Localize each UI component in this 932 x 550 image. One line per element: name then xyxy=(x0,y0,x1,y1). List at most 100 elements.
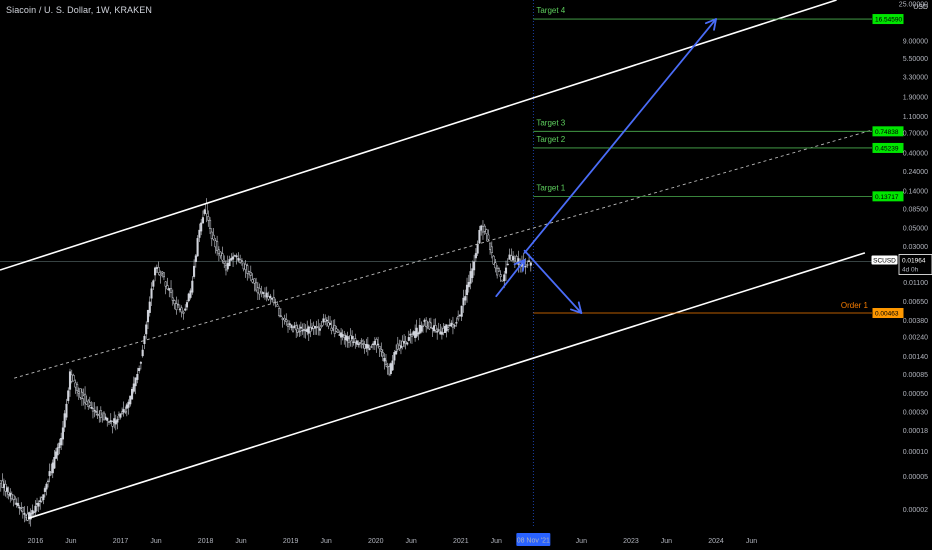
candle-body xyxy=(134,377,137,387)
y-tick-label: 0.00085 xyxy=(903,372,928,379)
candle-body xyxy=(200,222,203,232)
candle xyxy=(244,260,247,278)
candle xyxy=(492,255,495,265)
candle xyxy=(60,432,63,451)
candle xyxy=(406,341,409,346)
candle-body xyxy=(267,296,270,300)
candle-body xyxy=(351,336,354,340)
candle-body xyxy=(63,413,66,428)
candle-body xyxy=(253,278,256,284)
candle-body xyxy=(237,258,240,261)
candle-body xyxy=(320,325,323,327)
candle xyxy=(205,198,208,223)
candle-body xyxy=(37,502,40,507)
candle-body xyxy=(53,456,56,469)
candle xyxy=(378,345,381,358)
candle-body xyxy=(169,287,173,293)
candle xyxy=(506,258,509,266)
candle xyxy=(193,259,196,279)
candle xyxy=(171,289,174,306)
candle xyxy=(267,291,270,301)
candle xyxy=(166,277,169,291)
candle xyxy=(125,403,128,417)
x-tick-label: 2023 xyxy=(623,538,639,545)
candle-body xyxy=(221,253,224,261)
candle-body xyxy=(196,238,199,257)
candle xyxy=(333,319,336,338)
candle xyxy=(425,317,428,333)
candle-body xyxy=(104,416,107,420)
level-price-badge xyxy=(872,126,904,137)
candle-body xyxy=(372,343,375,346)
candle xyxy=(478,225,481,244)
candle-body xyxy=(269,295,272,299)
y-tick-label: 0.00050 xyxy=(903,391,928,398)
candle-body xyxy=(458,314,461,317)
candle-body xyxy=(193,265,196,277)
candle-body xyxy=(161,271,164,274)
candle-body xyxy=(434,325,437,331)
candle xyxy=(208,217,212,235)
candle xyxy=(122,401,125,417)
candle-body xyxy=(453,325,456,327)
candle xyxy=(262,291,265,299)
candle-body xyxy=(260,291,263,293)
candle xyxy=(242,262,245,272)
candle-body xyxy=(72,374,75,382)
candle-body xyxy=(141,349,144,357)
candle xyxy=(212,228,215,241)
candle-body xyxy=(272,297,275,303)
candle xyxy=(219,251,222,259)
candle xyxy=(65,398,68,421)
candle-body xyxy=(232,256,235,260)
x-tick-label: Jun xyxy=(320,538,331,545)
candle xyxy=(255,277,258,292)
candle xyxy=(295,321,298,338)
candle-body xyxy=(129,395,132,405)
candle-body xyxy=(381,352,384,357)
candle xyxy=(480,224,483,236)
candle-body xyxy=(168,288,171,291)
candle-body xyxy=(417,332,420,335)
candle xyxy=(276,301,279,307)
candle-body xyxy=(205,203,208,215)
candle xyxy=(121,407,124,415)
candle-body xyxy=(93,409,96,412)
candle-body xyxy=(265,292,268,298)
candle-body xyxy=(496,268,499,276)
candle-body xyxy=(223,261,226,264)
candle xyxy=(84,386,87,410)
y-tick-label: 0.14000 xyxy=(903,188,928,195)
candle xyxy=(196,235,199,257)
candle xyxy=(228,255,231,267)
candle-body xyxy=(138,368,141,372)
candle-body xyxy=(286,323,290,327)
candle-body xyxy=(476,243,479,254)
candle-body xyxy=(166,285,169,290)
candle-body xyxy=(508,254,511,260)
x-tick-label: Jun xyxy=(406,538,417,545)
candle-body xyxy=(194,255,197,262)
candle xyxy=(72,373,75,382)
candle-body xyxy=(378,346,381,350)
candle xyxy=(180,305,183,318)
candle xyxy=(224,260,228,276)
candle xyxy=(145,321,148,339)
x-tick-label: 2018 xyxy=(198,538,214,545)
candle xyxy=(150,282,153,307)
level-label: Target 4 xyxy=(536,6,565,15)
candle xyxy=(17,497,20,509)
candle xyxy=(80,388,83,406)
candle-body xyxy=(389,363,392,375)
candle xyxy=(154,266,157,282)
candle-body xyxy=(322,318,325,323)
candle-body xyxy=(34,505,37,513)
candle-body xyxy=(483,225,486,232)
candle-body xyxy=(230,257,233,261)
candle-body xyxy=(291,327,295,332)
candle-body xyxy=(146,309,150,323)
y-tick-label: 0.08500 xyxy=(903,206,928,213)
candle-body xyxy=(122,409,125,413)
axis-layer: 25.00000 9.00000 5.50000 3.30000 1.90000 1.10… xyxy=(28,2,932,546)
